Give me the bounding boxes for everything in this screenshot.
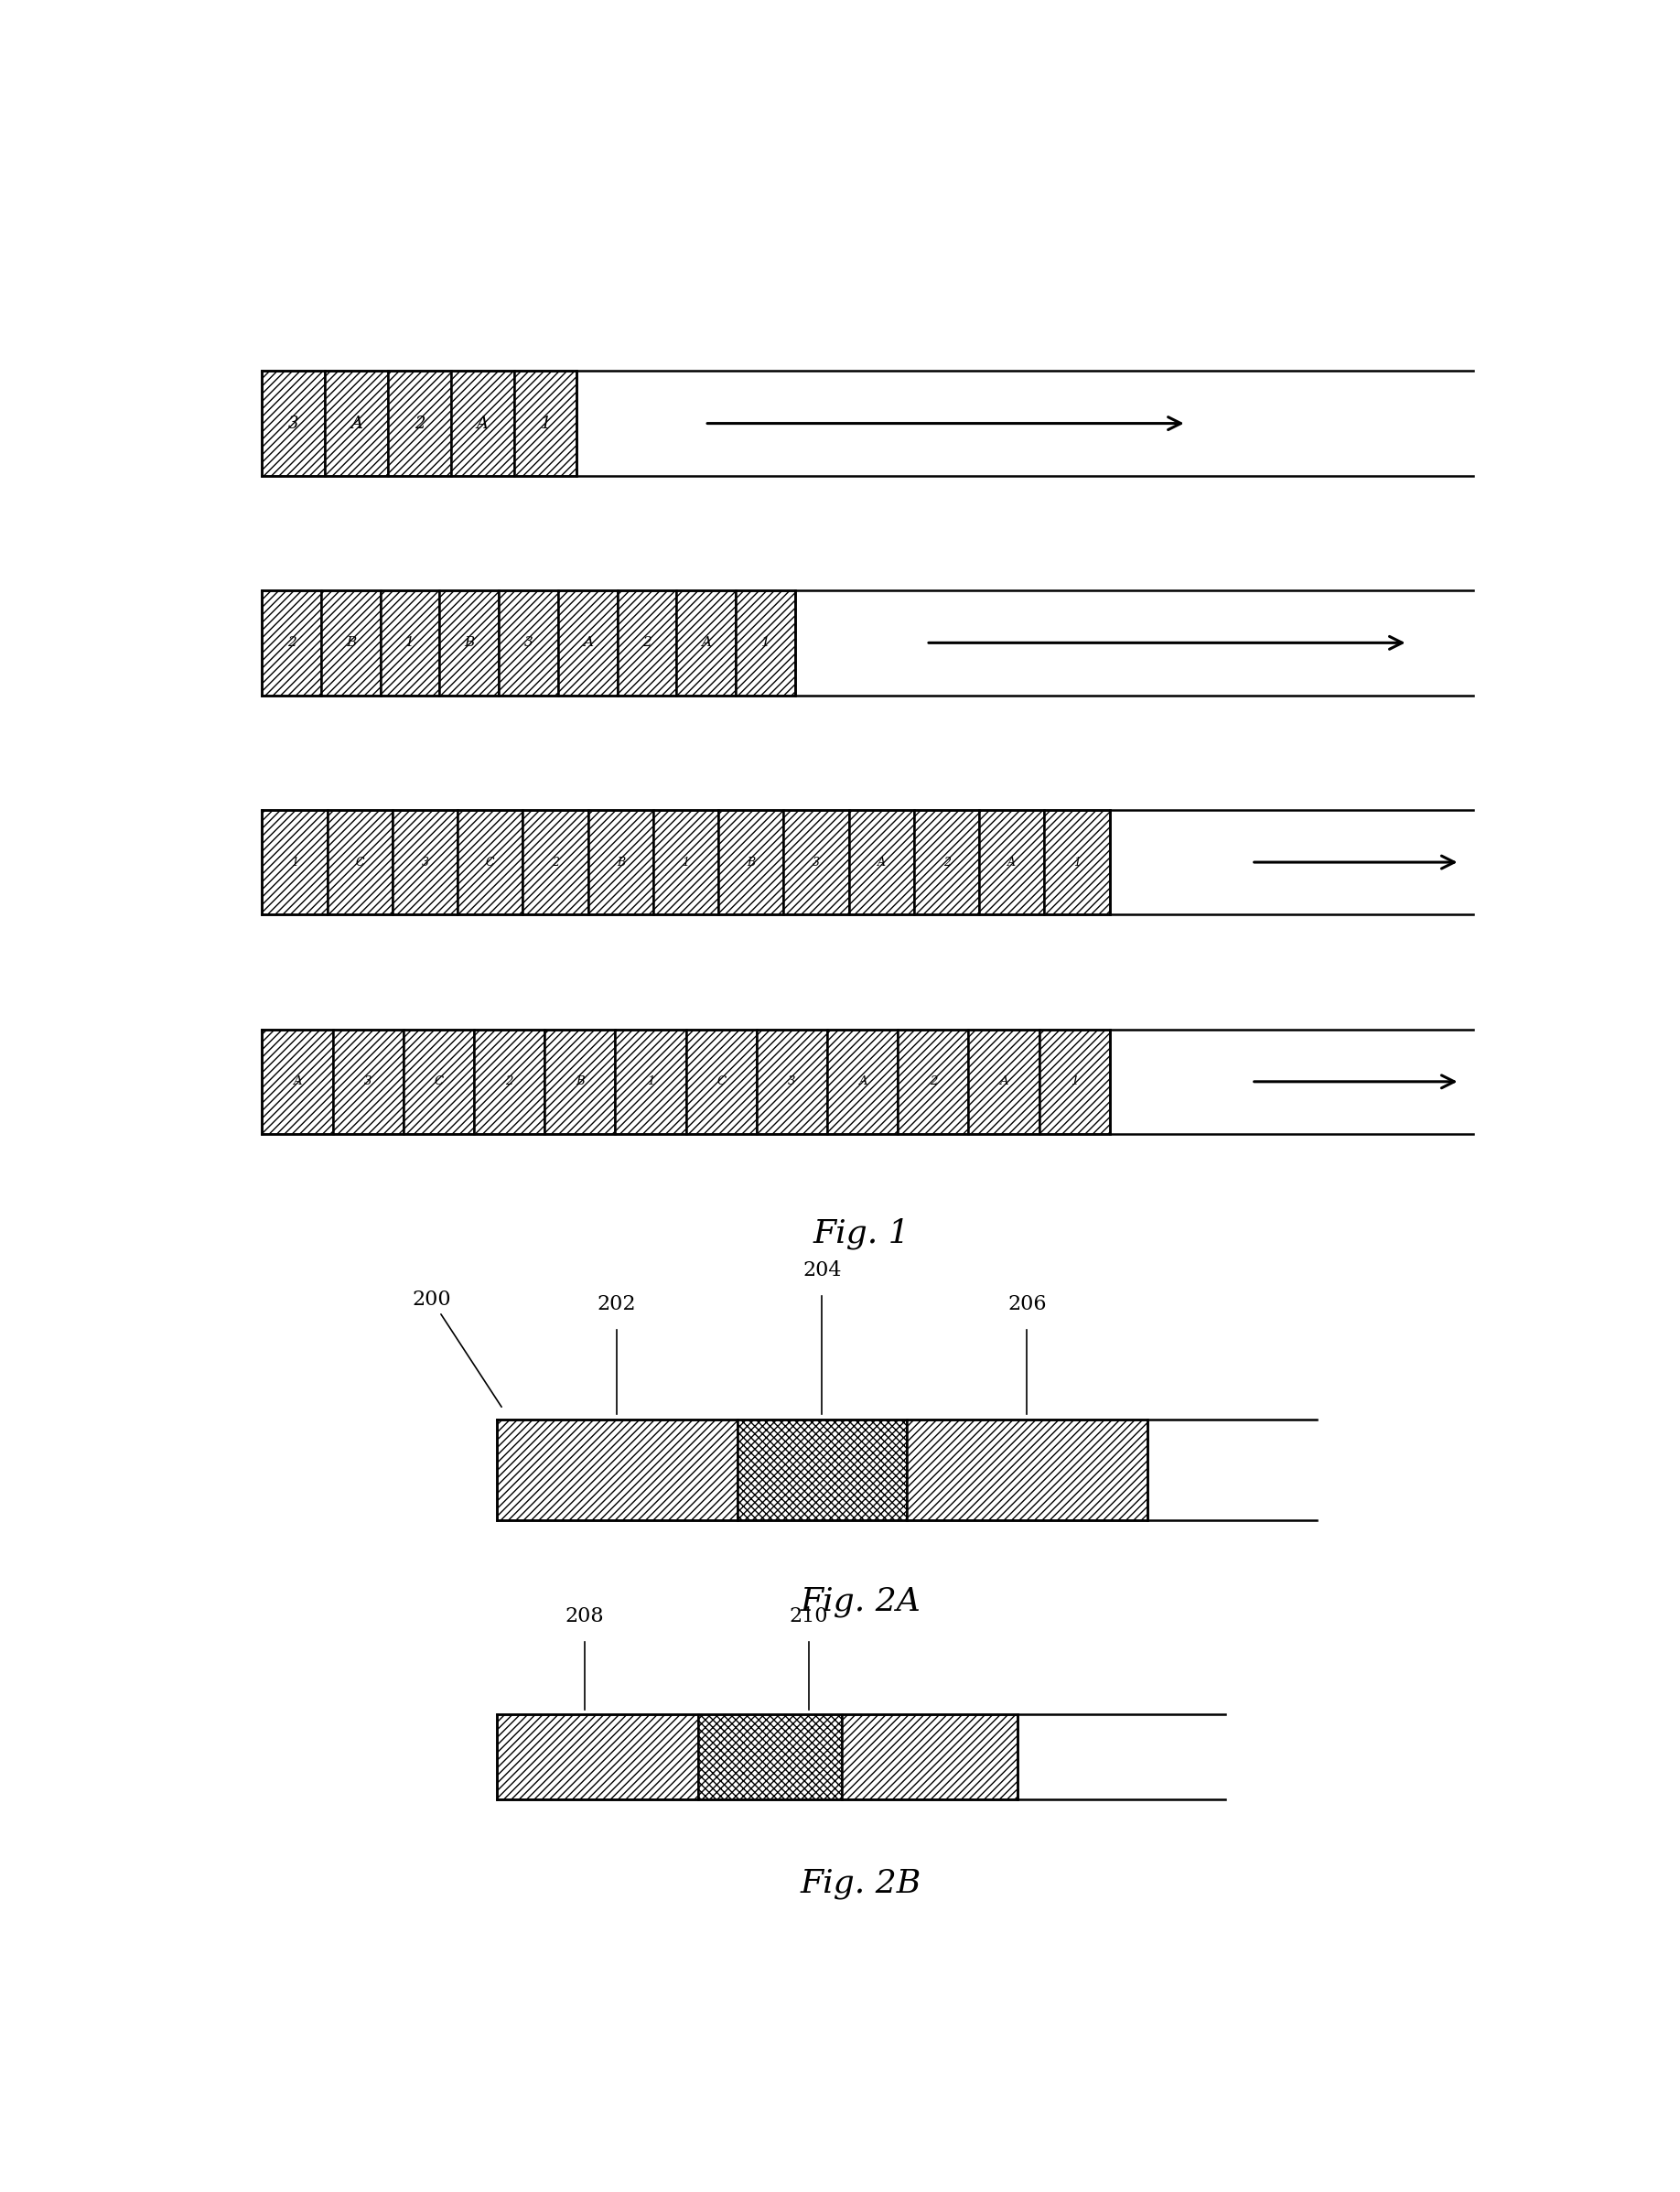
Text: A: A	[292, 1076, 302, 1087]
Bar	[588, 809, 654, 914]
Bar	[262, 590, 321, 695]
Text: 1: 1	[761, 636, 769, 649]
Text: 3: 3	[289, 414, 299, 432]
Text: Fig. 2B: Fig. 2B	[800, 1868, 922, 1898]
Bar	[499, 590, 558, 695]
Bar	[457, 809, 522, 914]
Bar	[321, 590, 380, 695]
Text: Fig. 1: Fig. 1	[813, 1219, 909, 1249]
Bar	[979, 809, 1045, 914]
Text: A: A	[877, 857, 885, 868]
Bar	[719, 809, 783, 914]
Bar	[699, 1714, 842, 1800]
Bar	[393, 809, 457, 914]
Bar	[615, 1030, 685, 1133]
Text: 1: 1	[1074, 857, 1080, 868]
Text: 1: 1	[541, 414, 551, 432]
Text: B: B	[464, 636, 474, 649]
Bar	[907, 1418, 1147, 1521]
Text: 200: 200	[412, 1289, 502, 1407]
Text: C: C	[717, 1076, 726, 1087]
Text: C: C	[486, 857, 494, 868]
Text: A: A	[1008, 857, 1016, 868]
Bar	[380, 590, 440, 695]
Bar	[262, 1030, 333, 1133]
Text: 2: 2	[287, 636, 296, 649]
Text: A: A	[1000, 1076, 1008, 1087]
Text: 1: 1	[291, 857, 299, 868]
Bar	[897, 1030, 968, 1133]
Text: A: A	[701, 636, 711, 649]
Bar	[617, 590, 677, 695]
Bar	[450, 370, 514, 476]
Bar	[756, 1030, 827, 1133]
Bar	[1045, 809, 1110, 914]
Text: B: B	[346, 636, 356, 649]
Text: B: B	[576, 1076, 585, 1087]
Text: 1: 1	[1070, 1076, 1079, 1087]
Text: 1: 1	[647, 1076, 655, 1087]
Bar	[677, 590, 736, 695]
Bar	[842, 1714, 1018, 1800]
Bar	[558, 590, 617, 695]
Bar	[333, 1030, 403, 1133]
Bar	[497, 1418, 738, 1521]
Bar	[654, 809, 719, 914]
Bar	[440, 590, 499, 695]
Bar	[685, 1030, 756, 1133]
Text: 2: 2	[506, 1076, 512, 1087]
Bar	[1038, 1030, 1110, 1133]
Bar	[736, 590, 795, 695]
Text: B: B	[617, 857, 625, 868]
Bar	[474, 1030, 544, 1133]
Text: B: B	[748, 857, 756, 868]
Bar	[522, 809, 588, 914]
Text: 2: 2	[415, 414, 425, 432]
Text: Fig. 2A: Fig. 2A	[801, 1587, 921, 1618]
Text: 2: 2	[942, 857, 951, 868]
Text: 204: 204	[803, 1260, 842, 1280]
Text: 3: 3	[422, 857, 428, 868]
Text: 3: 3	[813, 857, 820, 868]
Bar	[403, 1030, 474, 1133]
Text: 1: 1	[682, 857, 689, 868]
Bar	[914, 809, 979, 914]
Bar	[514, 370, 576, 476]
Text: 3: 3	[788, 1076, 796, 1087]
Text: 3: 3	[524, 636, 533, 649]
Text: A: A	[351, 414, 363, 432]
Bar	[328, 809, 393, 914]
Text: A: A	[477, 414, 489, 432]
Bar	[848, 809, 914, 914]
Text: 2: 2	[642, 636, 652, 649]
Text: 210: 210	[790, 1607, 828, 1626]
Text: C: C	[433, 1076, 444, 1087]
Bar	[497, 1714, 699, 1800]
Bar	[262, 370, 324, 476]
Bar	[262, 809, 328, 914]
Text: 208: 208	[564, 1607, 603, 1626]
Text: 202: 202	[598, 1293, 637, 1313]
Text: A: A	[583, 636, 593, 649]
Bar	[544, 1030, 615, 1133]
Text: 3: 3	[365, 1076, 371, 1087]
Bar	[827, 1030, 897, 1133]
Text: 2: 2	[551, 857, 559, 868]
Bar	[388, 370, 450, 476]
Text: A: A	[858, 1076, 867, 1087]
Text: 206: 206	[1008, 1293, 1047, 1313]
Bar	[324, 370, 388, 476]
Text: 2: 2	[929, 1076, 937, 1087]
Text: 1: 1	[405, 636, 415, 649]
Bar	[783, 809, 848, 914]
Bar	[968, 1030, 1038, 1133]
Text: C: C	[356, 857, 365, 868]
Bar	[738, 1418, 907, 1521]
